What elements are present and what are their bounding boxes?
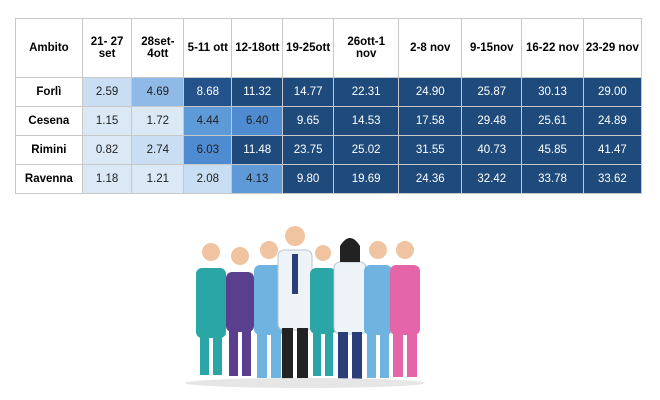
header-row: Ambito 21- 27 set 28set-4ott 5-11 ott 12-18o… xyxy=(15,18,643,78)
value-cell: 11.32 xyxy=(231,77,284,107)
value-cell: 1.18 xyxy=(81,164,133,194)
value-cell: 2.08 xyxy=(183,164,233,194)
value-cell: 9.80 xyxy=(282,164,335,194)
value-cell: 4.44 xyxy=(183,106,233,136)
header-cell: 16-22 nov xyxy=(521,18,584,78)
value-cell: 33.62 xyxy=(582,164,643,194)
table-row: Forlì 2.59 4.69 8.68 11.32 14.77 22.31 24.90 25.… xyxy=(15,77,643,107)
value-cell: 24.36 xyxy=(398,164,463,194)
value-cell: 25.02 xyxy=(333,135,400,165)
value-cell: 31.55 xyxy=(398,135,463,165)
value-cell: 14.53 xyxy=(333,106,400,136)
value-cell: 1.21 xyxy=(131,164,185,194)
value-cell: 11.48 xyxy=(231,135,284,165)
data-table: Ambito 21- 27 set 28set-4ott 5-11 ott 12-18o… xyxy=(15,18,643,194)
value-cell: 25.61 xyxy=(521,106,584,136)
table-row: Cesena 1.15 1.72 4.44 6.40 9.65 14.53 17.58 29.4… xyxy=(15,106,643,136)
value-cell: 8.68 xyxy=(183,77,233,107)
value-cell: 23.75 xyxy=(282,135,335,165)
value-cell: 30.13 xyxy=(521,77,584,107)
table-body: Forlì 2.59 4.69 8.68 11.32 14.77 22.31 24.90 25.… xyxy=(15,77,643,194)
value-cell: 33.78 xyxy=(521,164,584,194)
header-cell: Ambito xyxy=(15,18,83,78)
header-cell: 23-29 nov xyxy=(582,18,643,78)
table-row: Rimini 0.82 2.74 6.03 11.48 23.75 25.02 31.55 40… xyxy=(15,135,643,165)
header-cell: 9-15nov xyxy=(461,18,523,78)
header-cell: 19-25ott xyxy=(282,18,335,78)
value-cell: 19.69 xyxy=(333,164,400,194)
value-cell: 2.59 xyxy=(81,77,133,107)
row-name: Rimini xyxy=(15,135,83,165)
doctors xyxy=(185,226,425,388)
value-cell: 4.69 xyxy=(131,77,185,107)
value-cell: 6.03 xyxy=(183,135,233,165)
value-cell: 2.74 xyxy=(131,135,185,165)
value-cell: 41.47 xyxy=(582,135,643,165)
header-cell: 12-18ott xyxy=(231,18,284,78)
table-row: Ravenna 1.18 1.21 2.08 4.13 9.80 19.69 24.36 32.… xyxy=(15,164,643,194)
value-cell: 24.89 xyxy=(582,106,643,136)
value-cell: 45.85 xyxy=(521,135,584,165)
row-name: Ravenna xyxy=(15,164,83,194)
header-cell: 28set-4ott xyxy=(131,18,185,78)
value-cell: 9.65 xyxy=(282,106,335,136)
value-cell: 32.42 xyxy=(461,164,523,194)
header-cell: 5-11 ott xyxy=(183,18,233,78)
value-cell: 22.31 xyxy=(333,77,400,107)
header-cell: 26ott-1 nov xyxy=(333,18,400,78)
value-cell: 29.00 xyxy=(582,77,643,107)
value-cell: 17.58 xyxy=(398,106,463,136)
value-cell: 40.73 xyxy=(461,135,523,165)
value-cell: 4.13 xyxy=(231,164,284,194)
header-cell: 2-8 nov xyxy=(398,18,463,78)
header-cell: 21- 27 set xyxy=(81,18,133,78)
value-cell: 1.72 xyxy=(131,106,185,136)
value-cell: 24.90 xyxy=(398,77,463,107)
row-name: Cesena xyxy=(15,106,83,136)
value-cell: 6.40 xyxy=(231,106,284,136)
row-name: Forlì xyxy=(15,77,83,107)
value-cell: 14.77 xyxy=(282,77,335,107)
value-cell: 1.15 xyxy=(81,106,133,136)
value-cell: 29.48 xyxy=(461,106,523,136)
value-cell: 25.87 xyxy=(461,77,523,107)
value-cell: 0.82 xyxy=(81,135,133,165)
